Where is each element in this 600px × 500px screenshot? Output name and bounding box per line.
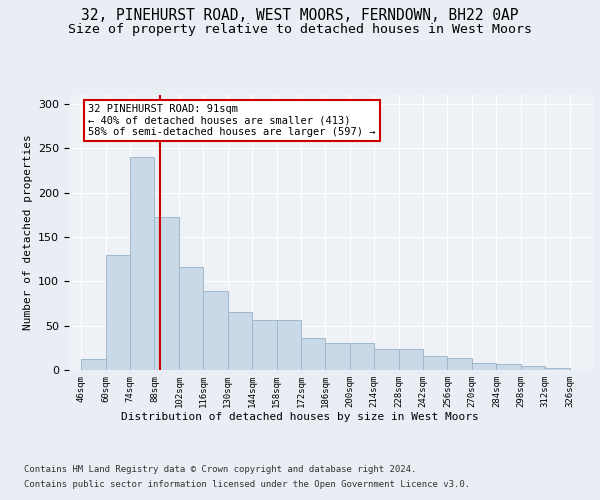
- Bar: [179, 267, 203, 370]
- Bar: [448, 358, 472, 370]
- Text: 32 PINEHURST ROAD: 91sqm
← 40% of detached houses are smaller (413)
58% of semi-: 32 PINEHURST ROAD: 91sqm ← 40% of detach…: [88, 104, 376, 137]
- Bar: [277, 320, 301, 370]
- Bar: [81, 360, 106, 370]
- Bar: [203, 291, 228, 370]
- Bar: [496, 364, 521, 370]
- Text: 32, PINEHURST ROAD, WEST MOORS, FERNDOWN, BH22 0AP: 32, PINEHURST ROAD, WEST MOORS, FERNDOWN…: [81, 8, 519, 22]
- Bar: [252, 320, 277, 370]
- Text: Contains HM Land Registry data © Crown copyright and database right 2024.: Contains HM Land Registry data © Crown c…: [24, 465, 416, 474]
- Bar: [350, 344, 374, 370]
- Text: Size of property relative to detached houses in West Moors: Size of property relative to detached ho…: [68, 22, 532, 36]
- Bar: [301, 338, 325, 370]
- Bar: [374, 348, 398, 370]
- Text: Contains public sector information licensed under the Open Government Licence v3: Contains public sector information licen…: [24, 480, 470, 489]
- Bar: [472, 363, 496, 370]
- Text: Distribution of detached houses by size in West Moors: Distribution of detached houses by size …: [121, 412, 479, 422]
- Bar: [154, 216, 179, 370]
- Bar: [106, 254, 130, 370]
- Bar: [545, 368, 569, 370]
- Bar: [130, 157, 154, 370]
- Bar: [228, 312, 252, 370]
- Y-axis label: Number of detached properties: Number of detached properties: [23, 134, 32, 330]
- Bar: [521, 366, 545, 370]
- Bar: [398, 348, 423, 370]
- Bar: [423, 356, 448, 370]
- Bar: [325, 344, 350, 370]
